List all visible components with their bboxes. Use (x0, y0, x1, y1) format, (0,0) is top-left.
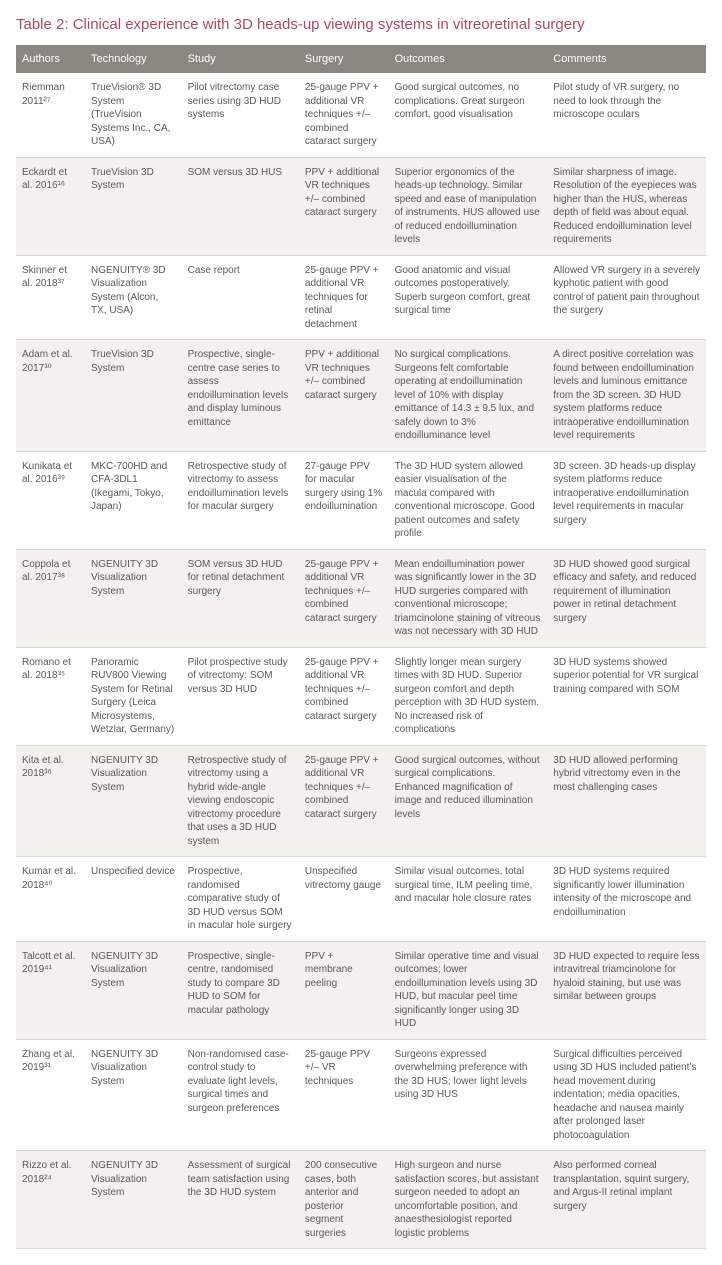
cell-study: SOM versus 3D HUS (182, 157, 299, 255)
cell-authors: Romano et al. 2018³⁵ (16, 647, 85, 745)
cell-study: Retrospective study of vitrectomy to ass… (182, 451, 299, 549)
col-technology: Technology (85, 45, 182, 73)
cell-study: Prospective, randomised comparative stud… (182, 857, 299, 942)
cell-study: Pilot vitrectomy case series using 3D HU… (182, 73, 299, 157)
col-comments: Comments (547, 45, 706, 73)
cell-technology: NGENUITY 3D Visualization System (85, 1039, 182, 1151)
cell-surgery: PPV + additional VR techniques +/– combi… (299, 340, 389, 452)
col-study: Study (182, 45, 299, 73)
cell-surgery: 27-gauge PPV for macular surgery using 1… (299, 451, 389, 549)
cell-authors: Coppola et al. 2017³⁸ (16, 549, 85, 647)
cell-surgery: 200 consecutive cases, both anterior and… (299, 1151, 389, 1249)
cell-outcomes: No surgical complications. Surgeons felt… (389, 340, 548, 452)
table-row: Kunikata et al. 2016³⁹MKC-700HD and CFA-… (16, 451, 706, 549)
cell-outcomes: Good surgical outcomes, without surgical… (389, 745, 548, 857)
cell-outcomes: The 3D HUD system allowed easier visuali… (389, 451, 548, 549)
clinical-table: Authors Technology Study Surgery Outcome… (16, 45, 706, 1249)
cell-comments: 3D HUD expected to require less intravit… (547, 941, 706, 1039)
col-surgery: Surgery (299, 45, 389, 73)
cell-comments: 3D HUD showed good surgical efficacy and… (547, 549, 706, 647)
cell-study: Case report (182, 255, 299, 340)
cell-technology: NGENUITY 3D Visualization System (85, 745, 182, 857)
table-row: Coppola et al. 2017³⁸NGENUITY 3D Visuali… (16, 549, 706, 647)
cell-authors: Rizzo et al. 2018²⁴ (16, 1151, 85, 1249)
cell-comments: 3D screen. 3D heads-up display system pl… (547, 451, 706, 549)
cell-technology: NGENUITY® 3D Visualization System (Alcon… (85, 255, 182, 340)
cell-surgery: Unspecified vitrectomy gauge (299, 857, 389, 942)
col-authors: Authors (16, 45, 85, 73)
cell-authors: Zhang et al. 2019³¹ (16, 1039, 85, 1151)
cell-technology: Panoramic RUV800 Viewing System for Reti… (85, 647, 182, 745)
cell-comments: 3D HUD systems required significantly lo… (547, 857, 706, 942)
cell-technology: TrueVision 3D System (85, 340, 182, 452)
cell-technology: NGENUITY 3D Visualization System (85, 1151, 182, 1249)
cell-surgery: 25-gauge PPV + additional VR techniques … (299, 647, 389, 745)
cell-technology: TrueVision 3D System (85, 157, 182, 255)
cell-authors: Kita et al. 2018³⁶ (16, 745, 85, 857)
cell-surgery: 25-gauge PPV +/– VR techniques (299, 1039, 389, 1151)
table-row: Eckardt et al. 2016¹⁶TrueVision 3D Syste… (16, 157, 706, 255)
cell-surgery: 25-gauge PPV + additional VR techniques … (299, 255, 389, 340)
cell-outcomes: Good anatomic and visual outcomes postop… (389, 255, 548, 340)
cell-technology: NGENUITY 3D Visualization System (85, 549, 182, 647)
cell-comments: 3D HUD allowed performing hybrid vitrect… (547, 745, 706, 857)
cell-outcomes: Similar operative time and visual outcom… (389, 941, 548, 1039)
table-row: Adam et al. 2017³⁰TrueVision 3D SystemPr… (16, 340, 706, 452)
col-outcomes: Outcomes (389, 45, 548, 73)
table-row: Kita et al. 2018³⁶NGENUITY 3D Visualizat… (16, 745, 706, 857)
table-row: Riemman 2011²⁷TrueVision® 3D System (Tru… (16, 73, 706, 157)
table-row: Zhang et al. 2019³¹NGENUITY 3D Visualiza… (16, 1039, 706, 1151)
cell-outcomes: High surgeon and nurse satisfaction scor… (389, 1151, 548, 1249)
cell-study: Prospective, single-centre case series t… (182, 340, 299, 452)
table-row: Talcott et al. 2019⁴¹NGENUITY 3D Visuali… (16, 941, 706, 1039)
cell-authors: Kunikata et al. 2016³⁹ (16, 451, 85, 549)
cell-authors: Kumar et al. 2018⁴⁰ (16, 857, 85, 942)
cell-comments: Surgical difficulties perceived using 3D… (547, 1039, 706, 1151)
cell-comments: Pilot study of VR surgery, no need to lo… (547, 73, 706, 157)
cell-surgery: PPV + membrane peeling (299, 941, 389, 1039)
cell-authors: Skinner et al. 2018³⁷ (16, 255, 85, 340)
table-row: Rizzo et al. 2018²⁴NGENUITY 3D Visualiza… (16, 1151, 706, 1249)
cell-study: Non-randomised case-control study to eva… (182, 1039, 299, 1151)
cell-study: Assessment of surgical team satisfaction… (182, 1151, 299, 1249)
cell-outcomes: Similar visual outcomes, total surgical … (389, 857, 548, 942)
cell-authors: Eckardt et al. 2016¹⁶ (16, 157, 85, 255)
cell-authors: Talcott et al. 2019⁴¹ (16, 941, 85, 1039)
cell-study: Pilot prospective study of vitrectomy: S… (182, 647, 299, 745)
cell-outcomes: Slightly longer mean surgery times with … (389, 647, 548, 745)
cell-outcomes: Surgeons expressed overwhelming preferen… (389, 1039, 548, 1151)
cell-comments: Similar sharpness of image. Resolution o… (547, 157, 706, 255)
cell-technology: NGENUITY 3D Visualization System (85, 941, 182, 1039)
cell-comments: Allowed VR surgery in a severely kyphoti… (547, 255, 706, 340)
cell-study: SOM versus 3D HUD for retinal detachment… (182, 549, 299, 647)
cell-surgery: 25-gauge PPV + additional VR techniques … (299, 549, 389, 647)
cell-study: Prospective, single-centre, randomised s… (182, 941, 299, 1039)
cell-technology: TrueVision® 3D System (TrueVision System… (85, 73, 182, 157)
table-row: Kumar et al. 2018⁴⁰Unspecified devicePro… (16, 857, 706, 942)
cell-technology: MKC-700HD and CFA-3DL1 (Ikegami, Tokyo, … (85, 451, 182, 549)
cell-study: Retrospective study of vitrectomy using … (182, 745, 299, 857)
table-title: Table 2: Clinical experience with 3D hea… (16, 16, 706, 33)
cell-authors: Adam et al. 2017³⁰ (16, 340, 85, 452)
cell-surgery: 25-gauge PPV + additional VR techniques … (299, 73, 389, 157)
cell-authors: Riemman 2011²⁷ (16, 73, 85, 157)
cell-comments: A direct positive correlation was found … (547, 340, 706, 452)
cell-comments: 3D HUD systems showed superior potential… (547, 647, 706, 745)
header-row: Authors Technology Study Surgery Outcome… (16, 45, 706, 73)
cell-surgery: PPV + additional VR techniques +/– combi… (299, 157, 389, 255)
table-row: Romano et al. 2018³⁵Panoramic RUV800 Vie… (16, 647, 706, 745)
table-row: Skinner et al. 2018³⁷NGENUITY® 3D Visual… (16, 255, 706, 340)
cell-comments: Also performed corneal transplantation, … (547, 1151, 706, 1249)
cell-outcomes: Good surgical outcomes, no complications… (389, 73, 548, 157)
cell-surgery: 25-gauge PPV + additional VR techniques … (299, 745, 389, 857)
cell-technology: Unspecified device (85, 857, 182, 942)
cell-outcomes: Mean endoillumination power was signific… (389, 549, 548, 647)
cell-outcomes: Superior ergonomics of the heads-up tech… (389, 157, 548, 255)
